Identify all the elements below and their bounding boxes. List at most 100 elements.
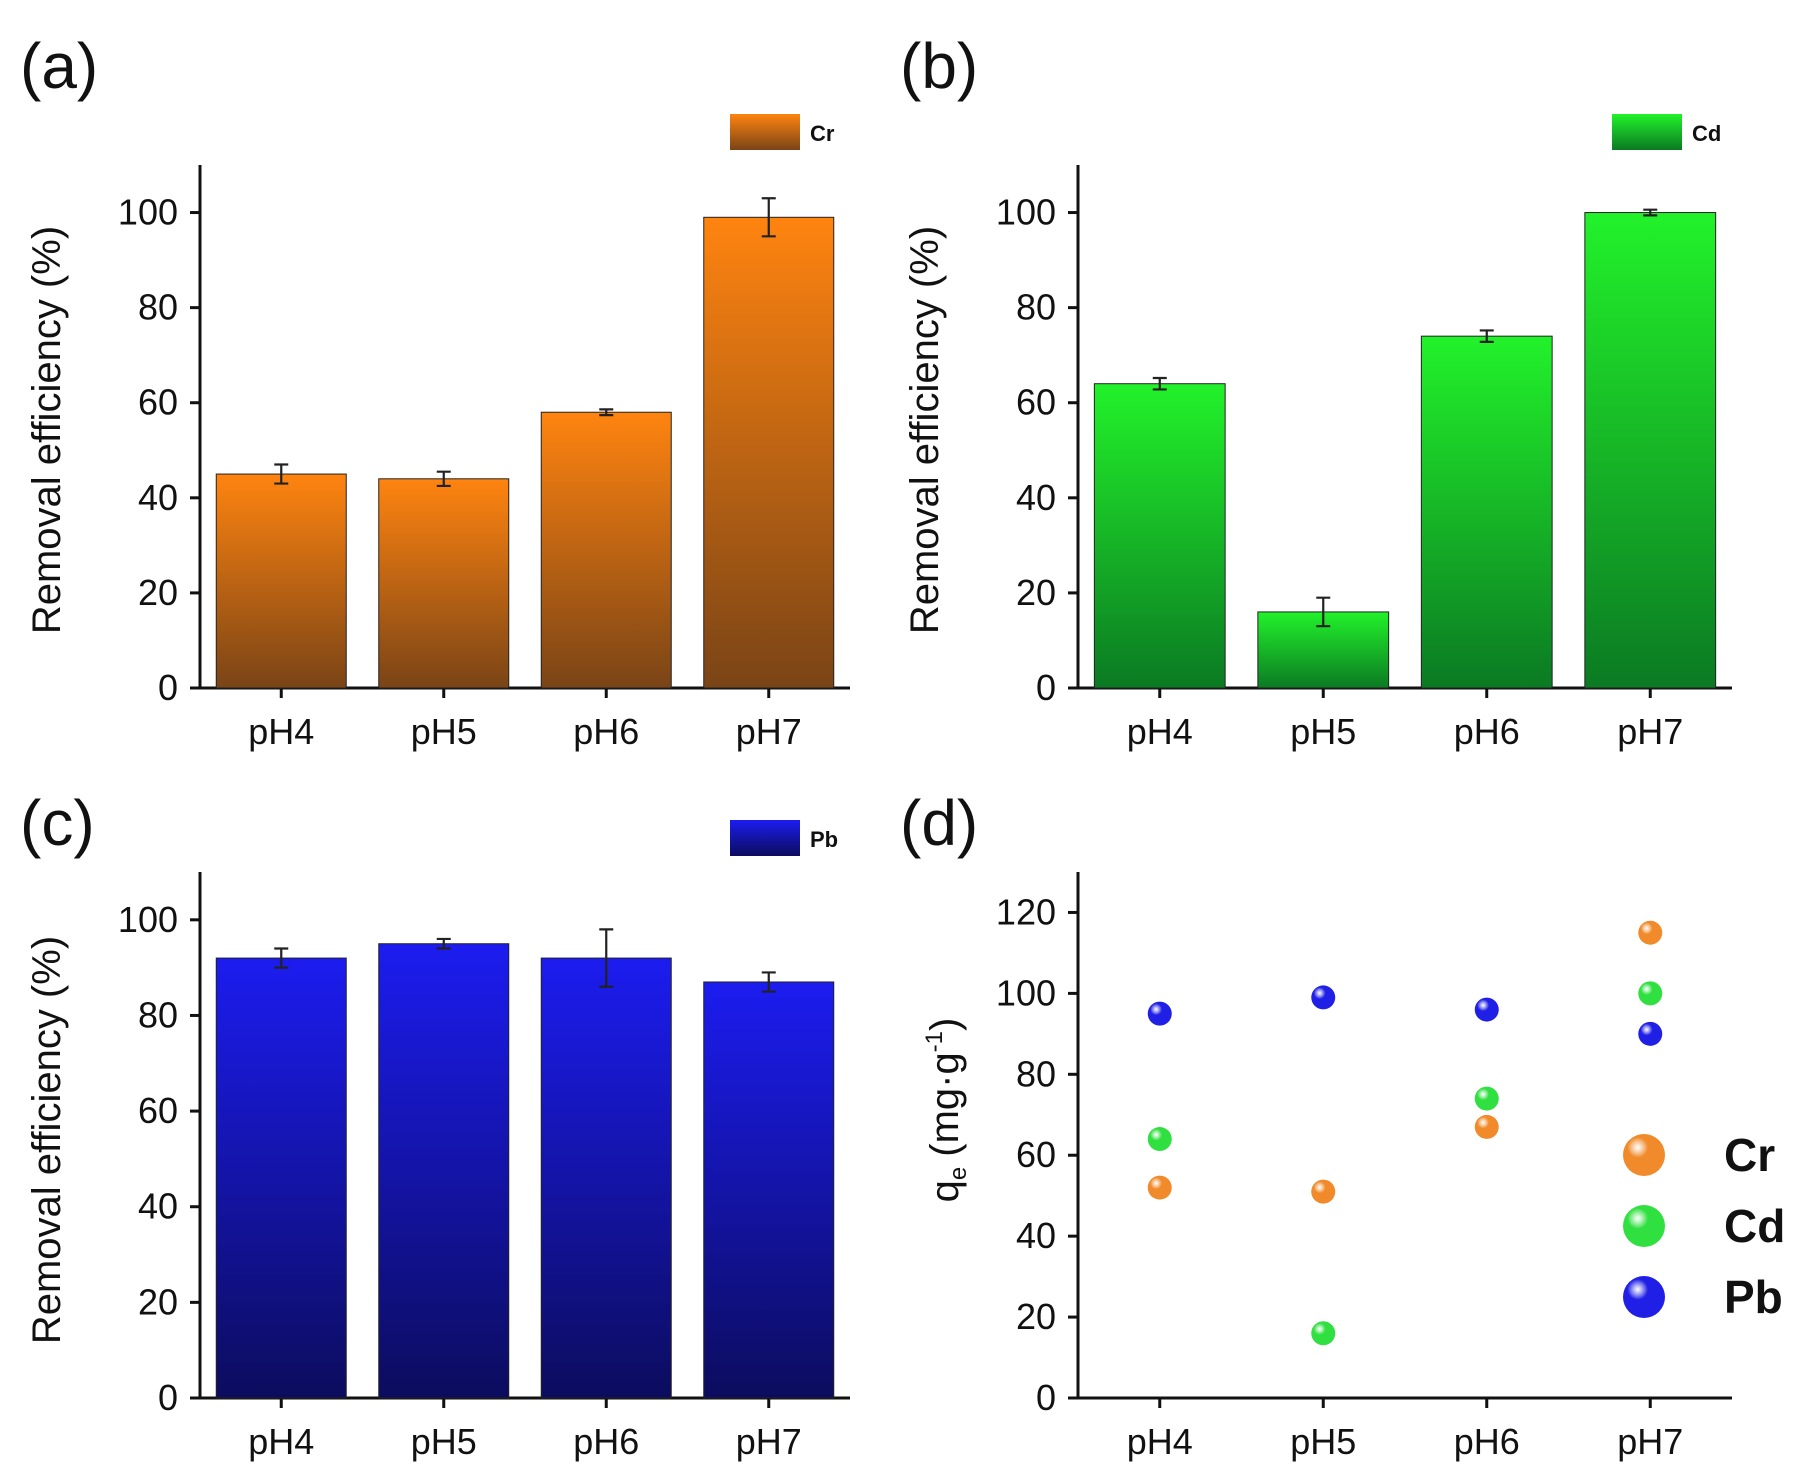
panel-a: (a) Cr Removal efficiency (%) 0 20 40 60 80 1… — [20, 30, 850, 752]
x-tick-label-d: pH5 — [1290, 1421, 1356, 1462]
x-tick-label-b: pH7 — [1617, 711, 1683, 752]
y-tick-label-a: 20 — [138, 572, 178, 613]
legend-label-cr: Cr — [810, 121, 835, 146]
y-tick-label-d: 80 — [1016, 1053, 1056, 1094]
legend-marker-cd — [1623, 1205, 1665, 1247]
y-tick-label-b: 40 — [1016, 477, 1056, 518]
y-axis-title-q-sub: e — [945, 1167, 972, 1180]
x-tick-label-d: pH4 — [1127, 1421, 1193, 1462]
bar-cr-ph5 — [378, 478, 510, 689]
y-tick-label-b: 80 — [1016, 287, 1056, 328]
axes-d — [1076, 872, 1732, 1400]
y-tick-label-d: 100 — [996, 972, 1056, 1013]
point-pb-ph7 — [1638, 1021, 1663, 1046]
y-axis-title-q: q — [923, 1180, 967, 1202]
y-tick-label-c: 80 — [138, 994, 178, 1035]
bar-pb-ph7 — [703, 981, 835, 1399]
y-tick-label-c: 100 — [118, 899, 178, 940]
bar-cr-ph7 — [703, 216, 835, 689]
point-pb-ph6 — [1474, 997, 1499, 1022]
error-bar-pb-ph7 — [761, 971, 776, 993]
x-tick-label-a: pH6 — [573, 711, 639, 752]
y-axis-title-close: ) — [923, 1018, 967, 1031]
y-tick-label-c: 20 — [138, 1281, 178, 1322]
y-tick-label-b: 20 — [1016, 572, 1056, 613]
legend-swatch-cr — [730, 114, 800, 150]
panel-label-c: (c) — [20, 787, 95, 859]
x-tick-label-c: pH5 — [411, 1421, 477, 1462]
y-tick-label-b: 100 — [996, 192, 1056, 233]
panel-label-a: (a) — [20, 30, 98, 102]
bar-cr-ph4 — [215, 473, 347, 689]
error-bar-pb-ph4 — [274, 947, 289, 969]
error-bar-pb-ph6 — [599, 928, 614, 988]
y-tick-label-c: 40 — [138, 1186, 178, 1227]
y-tick-label-d: 60 — [1016, 1134, 1056, 1175]
error-bar-cd-ph7 — [1643, 208, 1658, 217]
bar-pb-ph6 — [540, 957, 672, 1399]
panel-d: (d) qe (mg·g-1) 0 20 40 60 80 100 120 pH4 pH5 pH6 p… — [900, 787, 1785, 1462]
y-tick-label-a: 40 — [138, 477, 178, 518]
legend-label-pb: Pb — [810, 827, 838, 852]
y-tick-label-a: 60 — [138, 382, 178, 423]
legend-label-cd: Cd — [1692, 121, 1721, 146]
error-bar-cr-ph6 — [599, 408, 614, 417]
x-tick-label-c: pH7 — [736, 1421, 802, 1462]
bar-cd-ph4 — [1093, 383, 1226, 689]
y-tick-label-b: 60 — [1016, 382, 1056, 423]
y-tick-label-d: 0 — [1036, 1377, 1056, 1418]
panel-c: (c) Pb Removal efficiency (%) 0 20 40 60 80 1… — [20, 787, 850, 1462]
bar-cd-ph7 — [1584, 212, 1717, 689]
y-axis-title-a: Removal efficiency (%) — [25, 226, 69, 634]
x-tick-label-b: pH6 — [1454, 711, 1520, 752]
legend-label-pb: Pb — [1724, 1271, 1783, 1323]
x-tick-label-a: pH4 — [248, 711, 314, 752]
error-bar-cd-ph4 — [1152, 376, 1167, 391]
x-tick-label-b: pH5 — [1290, 711, 1356, 752]
legend-marker-cr — [1623, 1134, 1665, 1176]
bar-pb-ph4 — [215, 957, 347, 1399]
point-cd-ph7 — [1638, 981, 1663, 1006]
x-tick-label-c: pH4 — [248, 1421, 314, 1462]
y-tick-label-d: 40 — [1016, 1215, 1056, 1256]
y-tick-label-c: 0 — [158, 1377, 178, 1418]
y-tick-label-b: 0 — [1036, 667, 1056, 708]
point-cd-ph5 — [1311, 1321, 1336, 1346]
point-cr-ph6 — [1474, 1114, 1499, 1139]
y-axis-title-sup: -1 — [921, 1031, 948, 1052]
legend-label-cd: Cd — [1724, 1200, 1785, 1252]
point-pb-ph4 — [1147, 1001, 1172, 1026]
x-tick-label-b: pH4 — [1127, 711, 1193, 752]
y-tick-label-a: 100 — [118, 192, 178, 233]
legend-swatch-pb — [730, 820, 800, 856]
point-cr-ph7 — [1638, 920, 1663, 945]
y-axis-title-unit: (mg·g — [923, 1052, 967, 1156]
y-tick-label-a: 0 — [158, 667, 178, 708]
panel-label-d: (d) — [900, 787, 978, 859]
point-cd-ph6 — [1474, 1086, 1499, 1111]
x-tick-label-a: pH5 — [411, 711, 477, 752]
y-axis-title-d: qe (mg·g-1) — [921, 1018, 972, 1203]
y-axis-title-c: Removal efficiency (%) — [25, 936, 69, 1344]
legend-swatch-cd — [1612, 114, 1682, 150]
x-tick-label-d: pH6 — [1454, 1421, 1520, 1462]
point-cr-ph5 — [1311, 1179, 1336, 1204]
y-tick-label-a: 80 — [138, 287, 178, 328]
y-tick-label-d: 20 — [1016, 1296, 1056, 1337]
error-bar-cr-ph7 — [761, 197, 776, 238]
panel-label-b: (b) — [900, 30, 978, 102]
x-tick-label-a: pH7 — [736, 711, 802, 752]
point-pb-ph5 — [1311, 985, 1336, 1010]
error-bar-pb-ph5 — [436, 937, 451, 950]
point-cr-ph4 — [1147, 1175, 1172, 1200]
error-bar-cd-ph5 — [1316, 596, 1331, 628]
error-bar-cr-ph5 — [436, 470, 451, 488]
legend-label-cr: Cr — [1724, 1129, 1775, 1181]
panel-b: (b) Cd Removal efficiency (%) 0 20 40 60 80 1… — [900, 30, 1732, 752]
bar-pb-ph5 — [378, 943, 510, 1399]
x-tick-label-c: pH6 — [573, 1421, 639, 1462]
y-tick-label-d: 120 — [996, 891, 1056, 932]
error-bar-cd-ph6 — [1479, 329, 1494, 343]
legend-marker-pb — [1623, 1276, 1665, 1318]
